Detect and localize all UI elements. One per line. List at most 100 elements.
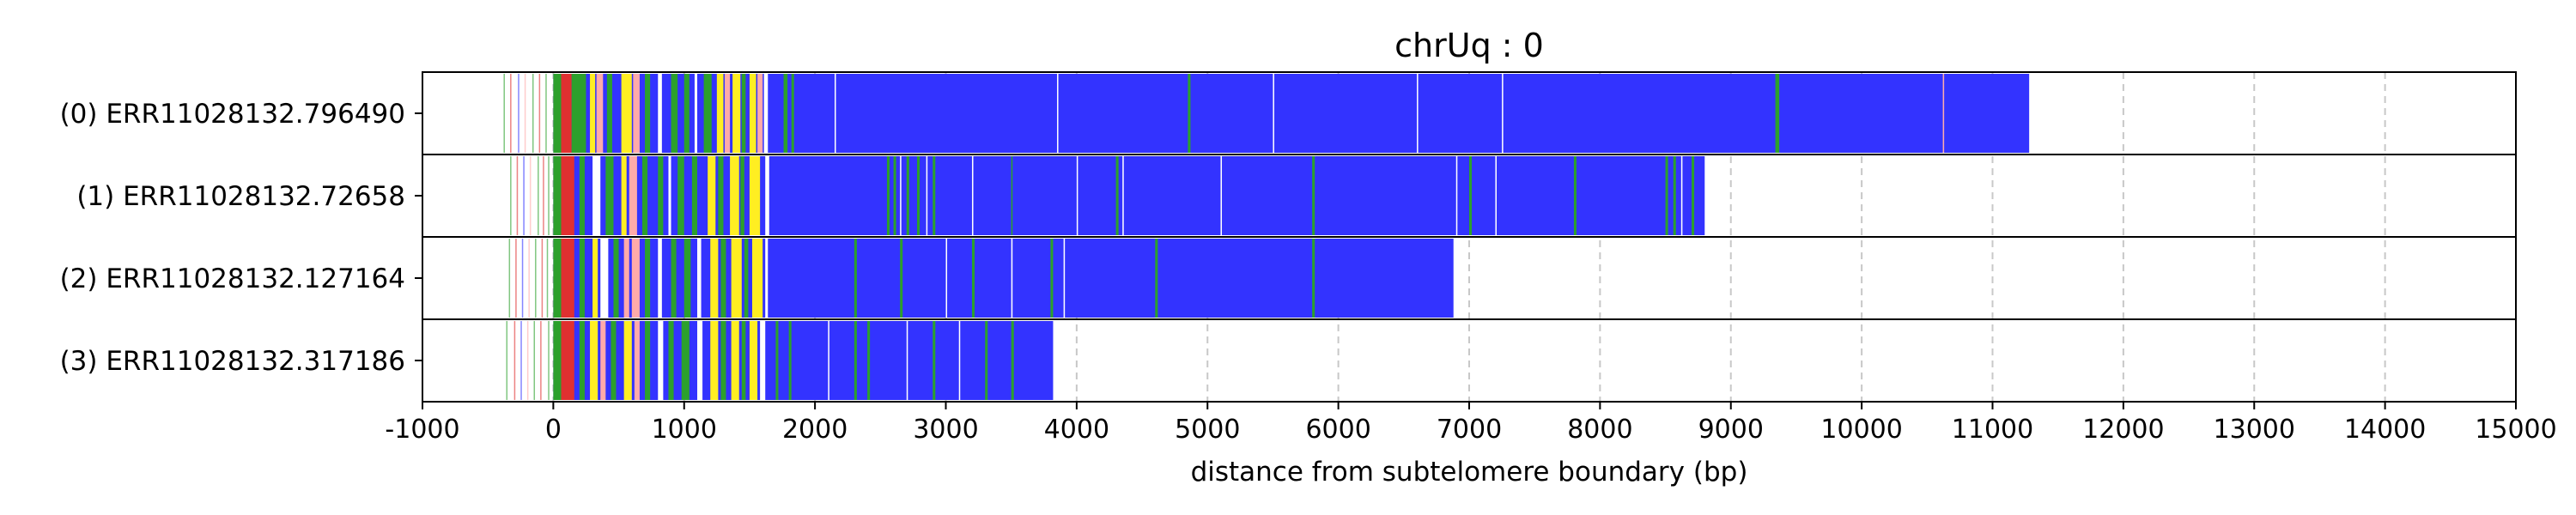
segment-0-6 (621, 74, 632, 153)
segment-3-28 (1011, 321, 1014, 400)
x-tick-label-9: 8000 (1567, 415, 1632, 445)
segment-3-27 (985, 321, 988, 400)
segment-3-0 (553, 321, 562, 400)
segment-0-11 (683, 74, 690, 153)
prefix-line-1-0 (510, 156, 512, 235)
segment-0-14 (716, 74, 724, 153)
segment-1-16 (749, 156, 761, 235)
segment-1-11 (691, 156, 697, 235)
segment-0-7 (633, 74, 640, 153)
segment-2-13 (710, 239, 719, 318)
segment-0-4 (596, 74, 604, 153)
prefix-line-0-2 (518, 74, 519, 153)
segment-1-7 (641, 156, 648, 235)
segment-0-13 (703, 74, 712, 153)
segment-2-16 (744, 239, 749, 318)
segment-1-15 (740, 156, 744, 235)
x-tick-label-12: 11000 (1952, 415, 2033, 445)
y-tick-label-2: (2) ERR11028132.127164 (60, 264, 405, 294)
segment-0-12 (694, 74, 697, 153)
x-tick-label-15: 14000 (2344, 415, 2426, 445)
segment-0-5 (606, 74, 612, 153)
segment-3-14 (720, 321, 726, 400)
segment-0-9 (658, 74, 662, 153)
segment-2-15 (731, 239, 742, 318)
segment-0-24 (1057, 74, 1059, 153)
segment-1-13 (718, 156, 724, 235)
segment-0-19 (757, 74, 763, 153)
read-rows (503, 74, 2030, 400)
prefix-line-2-3 (528, 239, 530, 318)
x-axis-label: distance from subtelomere boundary (bp) (1191, 457, 1748, 488)
segment-2-26 (1155, 239, 1158, 318)
segment-0-15 (724, 74, 731, 153)
segment-0-28 (1502, 74, 1504, 153)
segment-3-20 (788, 321, 792, 400)
prefix-line-0-6 (545, 74, 547, 153)
segment-3-26 (958, 321, 961, 400)
read-row-0 (503, 74, 2030, 153)
segment-3-1 (561, 321, 574, 400)
segment-3-15 (731, 321, 739, 400)
prefix-line-3-0 (506, 321, 508, 400)
read-bar-2 (553, 239, 1454, 318)
segment-2-7 (631, 239, 640, 318)
segment-1-22 (916, 156, 920, 235)
prefix-line-1-1 (516, 156, 519, 235)
segment-1-38 (1680, 156, 1683, 235)
segment-1-2 (579, 156, 585, 235)
y-tick-label-3: (3) ERR11028132.317186 (60, 346, 405, 377)
segment-3-7 (634, 321, 640, 400)
segment-1-34 (1495, 156, 1497, 235)
segment-3-9 (658, 321, 664, 400)
segment-3-10 (668, 321, 674, 400)
x-tick-label-8: 7000 (1437, 415, 1502, 445)
read-row-3 (506, 321, 1054, 400)
segment-3-18 (760, 321, 766, 400)
segment-2-12 (696, 239, 702, 318)
y-tick-label-1: (1) ERR11028132.72658 (76, 181, 405, 212)
segment-0-26 (1273, 74, 1274, 153)
prefix-line-2-5 (541, 239, 544, 318)
segment-0-25 (1188, 74, 1191, 153)
segment-3-16 (741, 321, 746, 400)
x-axis-ticks: -1000 0 1000 2000 3000 4000 5000 6000 7000 8000 90… (385, 402, 2557, 445)
segment-3-2 (579, 321, 585, 400)
x-tick-label-1: 0 (545, 415, 562, 445)
segment-2-0 (553, 239, 562, 318)
segment-1-37 (1673, 156, 1676, 235)
read-bar-0 (553, 74, 2030, 153)
segment-1-20 (900, 156, 902, 235)
prefix-line-3-6 (548, 321, 550, 400)
chart-title: chrUq : 0 (1394, 27, 1544, 64)
segment-2-17 (751, 239, 763, 318)
prefix-line-1-2 (523, 156, 525, 235)
x-tick-label-14: 13000 (2214, 415, 2295, 445)
segment-0-8 (645, 74, 651, 153)
segment-1-23 (926, 156, 928, 235)
segment-1-28 (1115, 156, 1119, 235)
prefix-line-3-5 (540, 321, 542, 400)
prefix-line-3-2 (520, 321, 522, 400)
x-tick-label-7: 6000 (1305, 415, 1370, 445)
prefix-line-3-4 (533, 321, 536, 400)
segment-3-23 (867, 321, 871, 400)
prefix-line-1-5 (543, 156, 544, 235)
x-tick-label-6: 5000 (1175, 415, 1240, 445)
segment-1-21 (906, 156, 909, 235)
x-tick-label-16: 15000 (2475, 415, 2556, 445)
prefix-line-3-1 (513, 321, 516, 400)
segment-3-17 (749, 321, 758, 400)
segment-2-25 (1063, 239, 1066, 318)
segment-2-22 (971, 239, 975, 318)
prefix-line-1-4 (538, 156, 539, 235)
x-tick-label-10: 9000 (1698, 415, 1764, 445)
segment-3-8 (645, 321, 651, 400)
segment-3-24 (906, 321, 908, 400)
segment-3-12 (696, 321, 703, 400)
segment-1-32 (1455, 156, 1458, 235)
segment-0-3 (590, 74, 596, 153)
segment-1-31 (1312, 156, 1315, 235)
read-row-1 (510, 156, 1705, 235)
